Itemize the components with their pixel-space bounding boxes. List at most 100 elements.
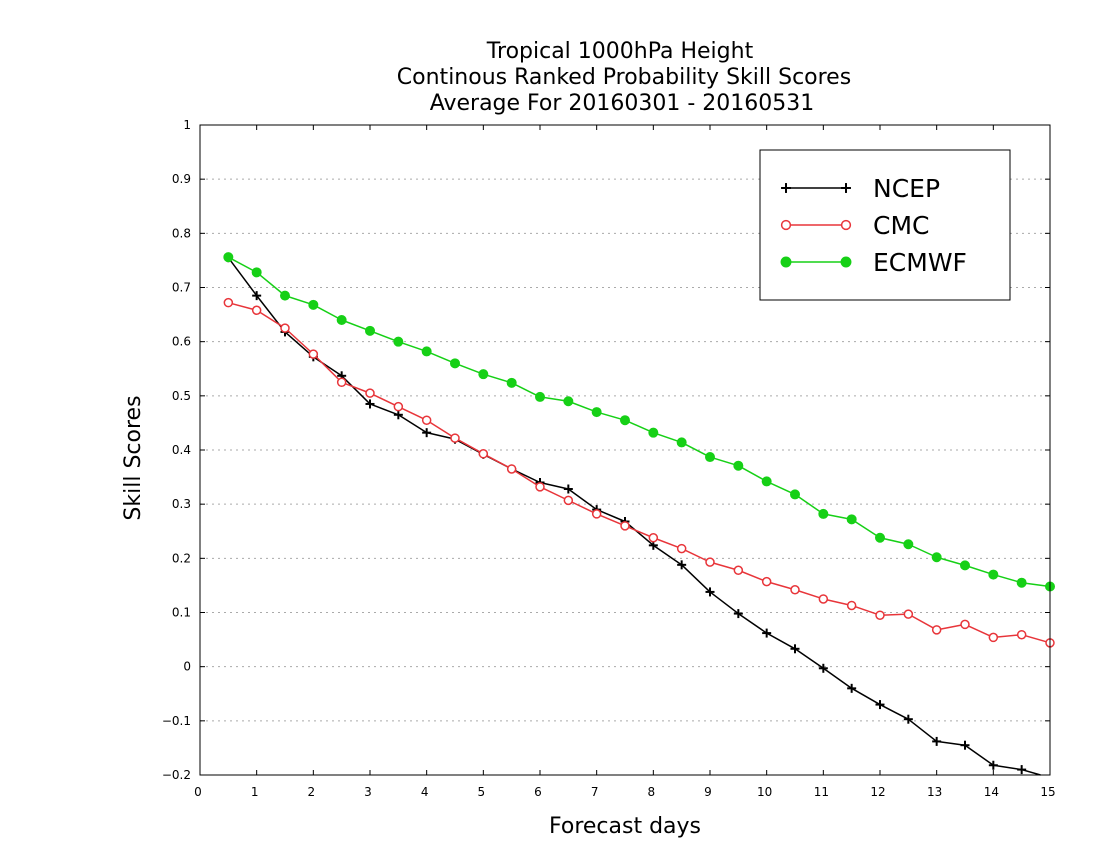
title-line-1: Tropical 1000hPa Height <box>486 39 754 64</box>
series-line-segment <box>511 382 541 398</box>
series-line-segment <box>709 561 739 571</box>
series-line-segment <box>228 301 257 311</box>
data-point <box>846 600 857 611</box>
y-tick-label: 0.1 <box>172 606 191 620</box>
series-line-segment <box>567 488 598 511</box>
series-line-segment <box>823 598 852 607</box>
series-ecmwf <box>223 252 1055 592</box>
data-point <box>506 464 517 474</box>
y-tick-label: 0.5 <box>172 389 191 403</box>
data-point <box>450 433 460 443</box>
series-line-segment <box>794 648 824 669</box>
data-point <box>840 219 852 231</box>
series-line-segment <box>426 419 456 439</box>
series-line-segment <box>879 703 909 720</box>
data-point <box>705 452 715 463</box>
data-point <box>620 521 630 531</box>
series-line-segment <box>737 465 768 483</box>
series-line-segment <box>624 525 654 539</box>
series-line-segment <box>369 403 399 416</box>
legend-entry-ecmwf: ECMWF <box>780 248 967 277</box>
title-line-2: Continous Ranked Probability Skill Score… <box>397 65 851 90</box>
data-point <box>280 290 290 301</box>
data-point <box>450 358 460 369</box>
data-point <box>875 610 885 620</box>
x-tick-label: 7 <box>591 785 599 799</box>
data-point <box>780 256 792 268</box>
series-line-segment <box>936 740 966 746</box>
data-point <box>960 560 970 571</box>
data-point <box>1016 577 1027 588</box>
series-line-segment <box>568 499 597 515</box>
series-line-segment <box>341 381 371 394</box>
data-point <box>733 565 744 575</box>
data-point <box>223 252 234 263</box>
series-line-segment <box>964 744 994 766</box>
data-point <box>563 396 574 407</box>
data-point <box>761 576 772 587</box>
series-line-segment <box>454 362 484 375</box>
series-line-segment <box>681 564 711 593</box>
data-point <box>535 482 545 492</box>
series-line-segment <box>511 468 541 488</box>
x-tick-label: 9 <box>704 785 712 799</box>
data-point <box>336 315 347 325</box>
data-point <box>591 407 602 418</box>
data-point <box>818 508 829 519</box>
data-point <box>365 388 375 398</box>
x-tick-label: 6 <box>534 785 542 799</box>
y-tick-label: 0.9 <box>172 172 191 186</box>
x-tick-label: 2 <box>308 785 316 799</box>
series-line-segment <box>341 375 371 405</box>
y-tick-label: 0.7 <box>172 281 191 295</box>
series-line-segment <box>312 356 343 377</box>
y-axis-label: Skill Scores <box>121 395 146 520</box>
series-line-segment <box>284 327 314 355</box>
series-line-segment <box>482 453 513 470</box>
data-point <box>336 377 347 388</box>
series-line-segment <box>624 419 654 434</box>
y-tick-label: 0.6 <box>172 335 191 349</box>
x-tick-label: 14 <box>984 785 999 799</box>
series-line-segment <box>851 687 881 706</box>
data-point <box>648 533 659 543</box>
data-point <box>761 476 772 487</box>
y-tick-label: 0.8 <box>172 226 191 240</box>
series-line-segment <box>256 309 286 329</box>
x-tick-label: 11 <box>814 785 829 799</box>
data-point <box>591 509 602 519</box>
data-point <box>223 297 234 308</box>
series-line-segment <box>709 591 739 615</box>
data-point <box>676 543 687 554</box>
data-point <box>421 415 432 425</box>
data-point <box>421 346 432 357</box>
chart-title: Tropical 1000hPa Height Continous Ranked… <box>397 39 851 116</box>
x-tick-label: 15 <box>1040 785 1055 799</box>
series-line-segment <box>738 569 767 583</box>
series-line-segment <box>539 486 569 502</box>
x-tick-label: 8 <box>648 785 656 799</box>
series-ncep <box>223 253 1041 776</box>
data-point <box>931 552 942 563</box>
legend-label: NCEP <box>873 174 940 203</box>
series-line-segment <box>426 350 456 365</box>
series-line-segment <box>681 441 711 458</box>
data-point <box>563 495 574 506</box>
data-point <box>393 336 404 347</box>
data-point <box>365 325 375 336</box>
y-tick-label: 1 <box>183 118 191 132</box>
plot-frame <box>199 124 1051 776</box>
x-tick-label: 12 <box>870 785 885 799</box>
series-line-segment <box>766 632 796 650</box>
series-line-segment <box>936 623 966 631</box>
data-point <box>478 369 489 380</box>
series-line-segment <box>596 508 626 523</box>
data-point <box>733 460 744 471</box>
series-line-segment <box>794 589 824 600</box>
data-point <box>620 415 630 426</box>
legend-entry-cmc: CMC <box>780 211 929 240</box>
data-point <box>903 609 914 619</box>
data-point <box>535 391 545 402</box>
x-tick-label: 13 <box>927 785 942 799</box>
